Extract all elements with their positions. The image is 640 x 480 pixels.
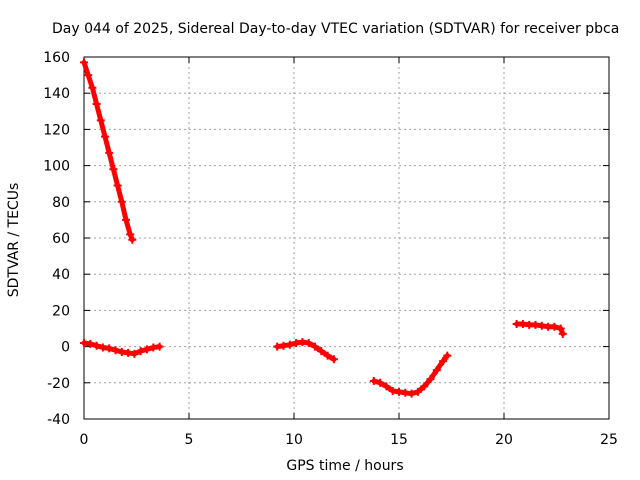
x-tick-label: 20 <box>495 432 513 448</box>
data-track <box>371 353 450 397</box>
y-tick-label: 80 <box>52 195 70 211</box>
x-tick-label: 0 <box>80 432 89 448</box>
data-point <box>413 387 422 396</box>
y-tick-label: 160 <box>43 50 70 66</box>
data-point <box>126 230 135 239</box>
data-point <box>558 329 567 338</box>
data-point <box>432 366 441 375</box>
data-point <box>84 71 93 80</box>
chart-title: Day 044 of 2025, Sidereal Day-to-day VTE… <box>52 21 619 37</box>
data-points <box>80 58 567 398</box>
data-point <box>382 382 391 391</box>
x-tick-label: 25 <box>600 432 618 448</box>
data-point <box>304 338 313 347</box>
data-track <box>274 339 337 362</box>
data-point <box>96 116 105 125</box>
data-point <box>317 347 326 356</box>
data-point <box>101 132 109 141</box>
axis-ticks: 0 5 10 15 20 25 -40 -20 0 20 40 60 80 100 120 140 160 <box>43 50 618 448</box>
data-point <box>550 322 559 331</box>
x-tick-label: 15 <box>390 432 408 448</box>
data-point <box>369 376 378 385</box>
y-tick-label: 40 <box>52 267 70 283</box>
data-point <box>323 351 332 360</box>
y-tick-label: 100 <box>43 159 70 175</box>
data-point <box>311 342 319 351</box>
data-point <box>80 58 88 67</box>
data-point <box>113 181 122 190</box>
data-point <box>88 83 97 92</box>
data-point <box>556 324 565 333</box>
y-tick-label: -20 <box>47 376 70 392</box>
y-tick-label: -40 <box>47 412 70 428</box>
grid <box>84 57 609 419</box>
x-tick-label: 5 <box>185 432 194 448</box>
data-point <box>92 100 101 109</box>
y-tick-label: 120 <box>43 122 70 138</box>
data-point <box>130 349 139 358</box>
data-point <box>86 339 95 348</box>
y-tick-label: 0 <box>61 340 70 356</box>
y-tick-label: 60 <box>52 231 70 247</box>
data-point <box>122 215 130 224</box>
data-point <box>128 235 137 244</box>
y-axis-label: SDTVAR / TECUs <box>6 183 22 298</box>
data-point <box>92 341 101 350</box>
data-point <box>407 389 416 398</box>
data-point <box>136 347 145 356</box>
data-point <box>105 148 114 157</box>
x-tick-label: 10 <box>285 432 303 448</box>
y-tick-label: 140 <box>43 86 70 102</box>
data-point <box>443 351 452 360</box>
data-point <box>111 346 120 355</box>
data-point <box>117 197 126 206</box>
data-point <box>439 357 448 366</box>
y-tick-label: 20 <box>52 303 70 319</box>
data-point <box>155 342 164 351</box>
x-axis-label: GPS time / hours <box>286 458 403 474</box>
data-point <box>143 345 151 354</box>
data-point <box>420 382 429 391</box>
data-point <box>426 375 435 384</box>
data-point <box>285 340 294 349</box>
data-point <box>329 355 338 364</box>
data-point <box>376 378 385 387</box>
data-point <box>109 165 118 174</box>
data-point <box>105 344 114 353</box>
data-track <box>81 59 135 243</box>
